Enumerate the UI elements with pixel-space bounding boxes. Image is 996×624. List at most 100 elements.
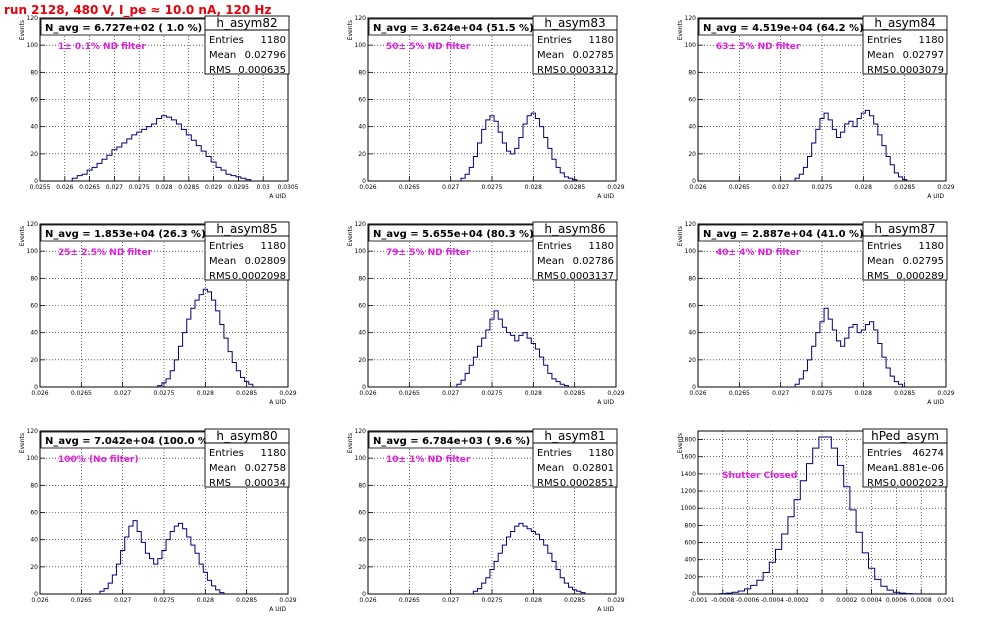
x-tick-label: 0.029 [607, 184, 624, 191]
histogram-bin [808, 360, 812, 387]
y-tick-label: 60 [30, 97, 38, 104]
histogram-bin [552, 561, 556, 594]
stats-value: 0.0003312 [560, 65, 614, 76]
y-tick-label: 80 [358, 482, 366, 489]
histogram-bin [544, 545, 548, 594]
y-tick-label: 1000 [681, 505, 696, 512]
histogram-bin [875, 579, 881, 594]
x-tick-label: -0.0006 [736, 597, 759, 604]
stats-label: RMS [537, 271, 559, 282]
y-tick-label: 120 [27, 15, 39, 22]
x-tick-label: 0.029 [937, 184, 954, 191]
y-tick-label: 80 [688, 69, 696, 76]
histogram-bin [874, 124, 878, 181]
histogram-bin [502, 327, 506, 387]
navg-text: N_avg = 6.727e+02 ( 1.0 %) [45, 23, 202, 34]
histogram-bin [560, 173, 564, 181]
histogram-bin [820, 322, 824, 387]
navg-text: N_avg = 1.853e+04 (26.3 %) [45, 229, 206, 240]
x-tick-label: 0.0275 [482, 390, 503, 397]
histogram-bin [129, 526, 133, 594]
histogram-bin [836, 138, 840, 181]
stats-value: 0.000289 [896, 271, 944, 282]
histogram-bin [191, 545, 195, 594]
histogram-bin [170, 532, 174, 594]
histogram-bin [548, 553, 552, 594]
histogram-bin [137, 532, 141, 594]
stats-value: 0.02809 [245, 256, 286, 267]
histogram-bin [112, 575, 116, 594]
x-tick-label: 0.026 [689, 184, 706, 191]
histogram-bin [465, 174, 469, 181]
y-tick-label: 0 [362, 384, 366, 391]
histogram-bin [751, 585, 757, 594]
y-tick-label: 40 [30, 537, 38, 544]
histogram-bin [216, 590, 220, 594]
x-axis-label: A UID [269, 399, 286, 406]
stats-value: 1180 [919, 241, 944, 252]
stats-value: 0.0002023 [890, 478, 944, 489]
histogram-bin [469, 365, 473, 387]
y-tick-label: 80 [30, 69, 38, 76]
y-tick-label: 800 [685, 522, 697, 529]
y-tick-label: 1400 [681, 471, 696, 478]
histogram-bin [465, 373, 469, 387]
histogram-bin [816, 129, 820, 181]
x-tick-label: 0.029 [205, 184, 222, 191]
filter-label: 10± 1% ND filter [386, 455, 471, 465]
histogram-bin [523, 124, 527, 181]
x-tick-label: 0.0285 [564, 184, 585, 191]
histogram-bin [824, 308, 828, 387]
x-tick-label: 0.027 [442, 184, 459, 191]
histogram-bin [133, 521, 137, 594]
stats-title: hPed_asym [871, 429, 939, 443]
y-tick-label: 100 [27, 42, 39, 49]
stats-label: Mean [209, 256, 236, 267]
histogram-bin [486, 330, 490, 387]
x-tick-label: 0.0275 [482, 597, 503, 604]
histogram-bin [490, 319, 494, 387]
histogram-bin [469, 167, 473, 181]
histogram-bin [894, 173, 898, 181]
histogram-bin [581, 593, 585, 594]
stats-value: 0.0003137 [560, 271, 614, 282]
y-axis-label: Events [19, 20, 26, 40]
histogram-bin [236, 371, 240, 387]
histogram-bin [882, 357, 886, 387]
y-tick-label: 80 [358, 275, 366, 282]
histogram-bin [853, 325, 857, 387]
histogram-bin [560, 384, 564, 387]
histogram-bin [531, 344, 535, 387]
histogram-bin [515, 526, 519, 594]
y-tick-label: 120 [685, 15, 697, 22]
histogram-bin [498, 553, 502, 594]
histogram-bin [726, 593, 732, 594]
y-tick-label: 0 [34, 384, 38, 391]
x-tick-label: 0.026 [359, 184, 376, 191]
x-tick-label: 0.029 [279, 390, 296, 397]
histogram-bin [523, 526, 527, 594]
histogram-bin [845, 338, 849, 387]
histogram-bin [831, 448, 837, 594]
histogram-bin [97, 163, 102, 181]
histogram-bin [515, 148, 519, 181]
x-tick-label: 0.0265 [71, 597, 92, 604]
stats-label: RMS [537, 478, 559, 489]
histogram-bin [511, 335, 515, 387]
x-tick-label: 0.001 [937, 597, 954, 604]
x-tick-label: 0.028 [197, 597, 214, 604]
histogram-bin [900, 593, 906, 594]
histogram-bin [246, 180, 251, 181]
y-tick-label: 120 [685, 221, 697, 228]
histogram-bin [112, 150, 117, 181]
y-axis-label: Events [19, 226, 26, 246]
histogram-bin [196, 146, 201, 181]
histogram-bin [881, 586, 887, 594]
histogram-bin [154, 564, 158, 594]
histogram-bin [870, 322, 874, 387]
histogram-bin [887, 590, 893, 594]
